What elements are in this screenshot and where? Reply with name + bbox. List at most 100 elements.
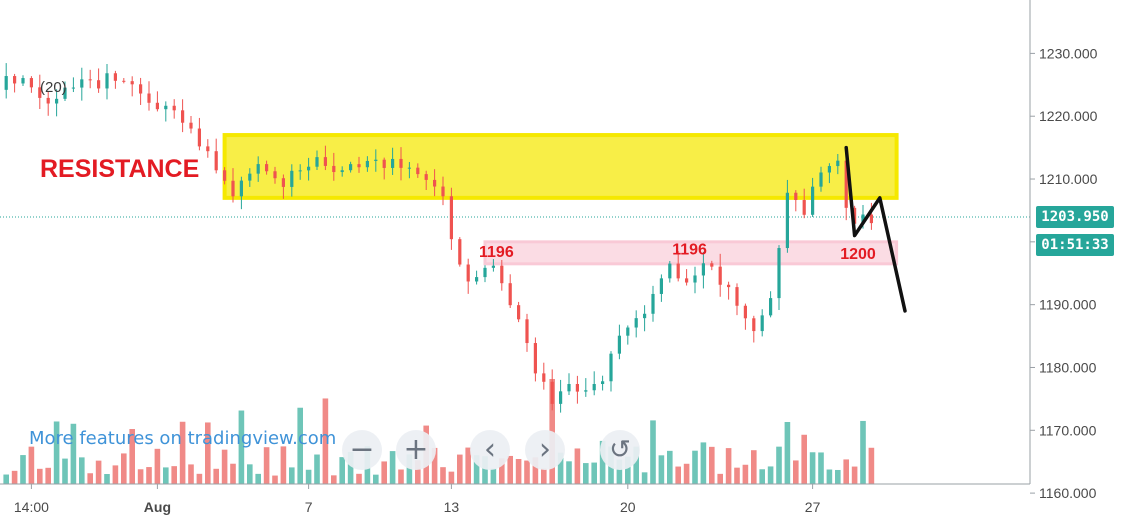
last-price-badge: 1203.950 <box>1036 206 1114 229</box>
volume-bar <box>314 454 320 484</box>
candle <box>794 190 798 212</box>
volume-bar <box>801 434 807 484</box>
volume-bar <box>599 440 606 484</box>
candle <box>71 77 75 93</box>
volume-bar <box>574 448 581 484</box>
volume-bar <box>793 460 799 484</box>
level-label: 1196 <box>672 241 707 258</box>
volume-bar <box>566 461 572 484</box>
candle <box>214 138 218 174</box>
candle <box>659 274 663 302</box>
candle <box>80 67 84 101</box>
volume-bar <box>692 450 698 484</box>
volume-bar <box>79 457 85 484</box>
scroll-right-button[interactable]: › <box>525 430 565 470</box>
y-tick-label: 1220.000 <box>1039 108 1098 124</box>
candle <box>550 369 554 411</box>
volume-bar <box>28 446 35 484</box>
candle <box>609 351 613 392</box>
candle <box>13 73 17 93</box>
candle <box>811 177 815 217</box>
zoom-in-button[interactable]: + <box>396 430 436 470</box>
volume-bar <box>263 447 270 484</box>
candle <box>298 164 302 180</box>
volume-bar <box>658 455 665 484</box>
candle <box>181 99 185 133</box>
candle <box>491 259 495 272</box>
tradingview-promo-link[interactable]: More features on tradingview.com <box>29 428 337 449</box>
candle <box>357 156 361 173</box>
candle <box>416 163 420 178</box>
volume-bar <box>532 457 539 484</box>
volume-bar <box>255 473 261 484</box>
volume-bar <box>784 422 791 484</box>
candle <box>365 156 369 172</box>
chevron-right-icon: › <box>539 432 551 467</box>
candle <box>407 162 411 179</box>
volume-bar <box>356 473 362 484</box>
candle <box>634 310 638 338</box>
zoom-out-button[interactable]: − <box>342 430 382 470</box>
candle <box>231 168 235 203</box>
candle <box>718 253 722 297</box>
volume-bar <box>440 467 446 484</box>
volume-bar <box>230 463 236 484</box>
level-label: 1200 <box>840 246 876 263</box>
volume-bar <box>37 468 43 484</box>
candle <box>164 101 168 122</box>
x-tick-label: 27 <box>805 499 821 515</box>
candle <box>382 157 386 180</box>
candle <box>197 117 201 151</box>
volume-bar <box>868 447 875 484</box>
volume-bar <box>381 461 387 484</box>
candle <box>38 74 42 110</box>
candle <box>189 115 193 134</box>
x-tick-label: 14:00 <box>14 499 49 515</box>
projection-path <box>844 145 907 313</box>
scroll-left-button[interactable]: ‹ <box>470 430 510 470</box>
x-tick-label: 13 <box>444 499 460 515</box>
volume-bar <box>179 421 186 484</box>
volume-bar <box>398 469 404 484</box>
resistance-zone <box>222 133 899 200</box>
volume-bar <box>70 423 77 484</box>
volume-bar <box>457 454 463 484</box>
volume-bar <box>843 459 849 484</box>
candle <box>55 89 59 117</box>
candle <box>307 157 311 181</box>
countdown-badge: 01:51:33 <box>1036 234 1114 257</box>
candle <box>685 269 689 286</box>
candle <box>567 373 571 396</box>
candle <box>617 324 621 360</box>
candle <box>21 75 25 87</box>
candle <box>433 169 437 197</box>
volume-bar <box>221 449 228 484</box>
volume-bar <box>289 467 295 484</box>
volume-bar <box>95 460 102 484</box>
volume-bar <box>490 468 497 484</box>
volume-bar <box>62 458 68 484</box>
volume-bar <box>675 466 681 484</box>
candle <box>374 149 378 172</box>
candle <box>332 152 336 181</box>
candle <box>391 147 395 175</box>
candle <box>777 245 781 310</box>
volume-bar <box>171 466 177 484</box>
candle <box>122 78 126 84</box>
candle <box>701 251 705 289</box>
volume-bar <box>700 442 707 484</box>
chevron-left-icon: ‹ <box>484 432 496 467</box>
candle <box>643 305 647 332</box>
candle <box>223 167 227 185</box>
volume-bar <box>305 469 312 484</box>
candle <box>769 291 773 318</box>
volume-bar <box>835 469 841 484</box>
reset-chart-button[interactable]: ↺ <box>600 430 640 470</box>
volume-bar <box>818 452 824 484</box>
candle <box>29 76 33 93</box>
volume-bar <box>129 429 135 484</box>
candle <box>466 258 470 294</box>
candle <box>4 63 8 99</box>
